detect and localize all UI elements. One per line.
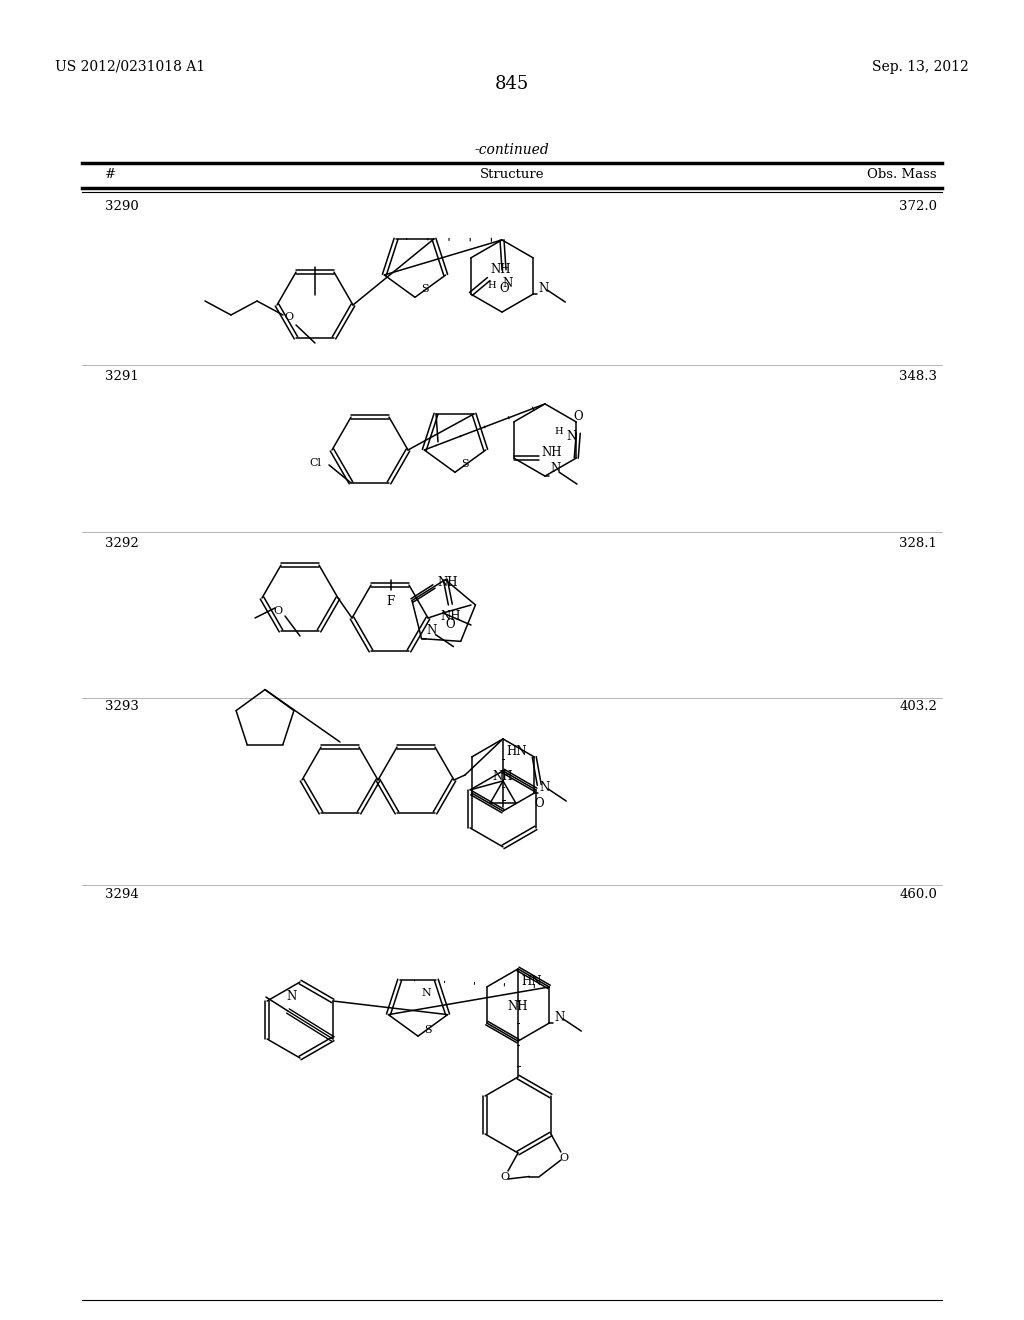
Text: 3294: 3294	[105, 888, 138, 902]
Text: O: O	[273, 606, 283, 616]
Text: O: O	[573, 411, 583, 422]
Text: N: N	[422, 987, 431, 998]
Text: O: O	[285, 312, 294, 322]
Text: 3293: 3293	[105, 700, 139, 713]
Text: inh: inh	[477, 775, 485, 780]
Text: S: S	[461, 459, 469, 470]
Text: Obs. Mass: Obs. Mass	[867, 168, 937, 181]
Text: NH: NH	[508, 1001, 528, 1014]
Text: N: N	[566, 430, 577, 444]
Text: 3292: 3292	[105, 537, 138, 550]
Text: O: O	[445, 618, 455, 631]
Text: HN: HN	[521, 975, 542, 989]
Text: H: H	[487, 281, 497, 290]
Text: 372.0: 372.0	[899, 201, 937, 213]
Text: NH: NH	[493, 770, 513, 783]
Text: 348.3: 348.3	[899, 370, 937, 383]
Text: N: N	[550, 462, 560, 475]
Text: Structure: Structure	[480, 168, 544, 181]
Text: HN: HN	[506, 746, 526, 759]
Text: N: N	[554, 1011, 564, 1023]
Text: 403.2: 403.2	[899, 700, 937, 713]
Text: N: N	[539, 281, 549, 294]
Text: NH: NH	[440, 610, 461, 623]
Text: H: H	[554, 426, 562, 436]
Text: Cl: Cl	[309, 458, 321, 467]
Text: 845: 845	[495, 75, 529, 92]
Text: #: #	[105, 168, 116, 181]
Text: O: O	[559, 1152, 568, 1163]
Text: S: S	[421, 284, 429, 294]
Text: O: O	[535, 797, 544, 810]
Text: 3291: 3291	[105, 370, 138, 383]
Text: O: O	[499, 282, 509, 294]
Text: NH: NH	[490, 263, 511, 276]
Text: -continued: -continued	[475, 143, 549, 157]
Text: O: O	[501, 1172, 510, 1181]
Text: 328.1: 328.1	[899, 537, 937, 550]
Text: 460.0: 460.0	[899, 888, 937, 902]
Text: US 2012/0231018 A1: US 2012/0231018 A1	[55, 59, 205, 74]
Text: NH: NH	[437, 576, 458, 589]
Text: Sep. 13, 2012: Sep. 13, 2012	[872, 59, 969, 74]
Text: 3290: 3290	[105, 201, 138, 213]
Text: N: N	[502, 277, 512, 290]
Text: NH: NH	[542, 446, 562, 458]
Text: N: N	[287, 990, 297, 1003]
Text: S: S	[424, 1026, 432, 1035]
Text: N: N	[540, 780, 550, 793]
Text: N: N	[427, 624, 437, 638]
Text: F: F	[386, 595, 394, 609]
